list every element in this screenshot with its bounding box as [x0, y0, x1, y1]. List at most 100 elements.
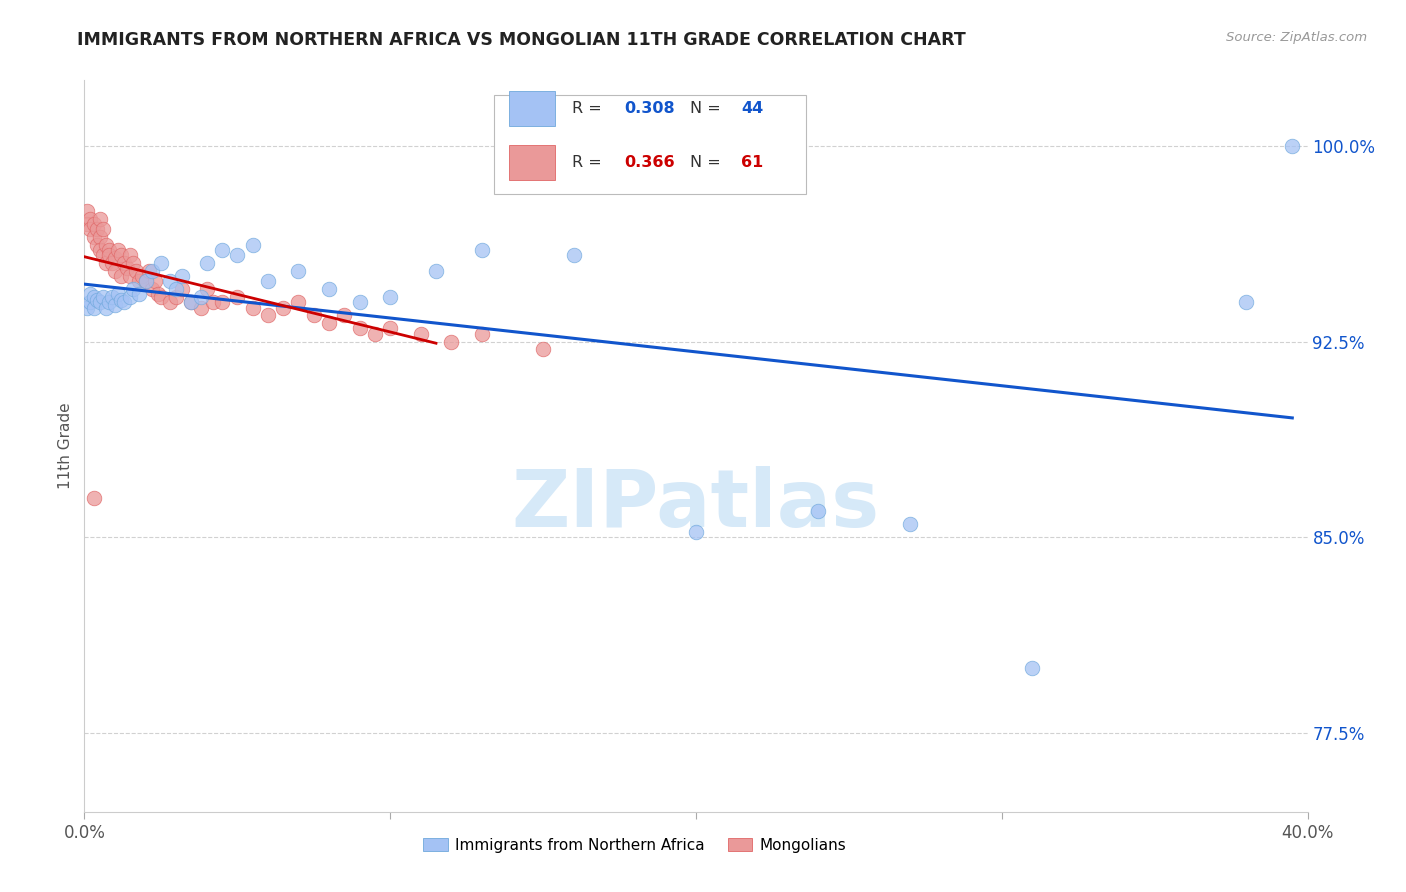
Point — [159, 295, 181, 310]
Point — [104, 298, 127, 312]
Point — [149, 256, 172, 270]
Point — [562, 248, 585, 262]
Point — [97, 243, 120, 257]
Point — [110, 293, 132, 307]
Point — [122, 282, 145, 296]
Point — [333, 309, 356, 323]
Point — [1021, 661, 1043, 675]
Point — [242, 301, 264, 315]
Point — [135, 274, 157, 288]
Point — [471, 243, 494, 257]
Point — [91, 290, 114, 304]
Point — [242, 237, 264, 252]
Point — [149, 290, 172, 304]
Point — [125, 264, 148, 278]
Point — [211, 243, 233, 257]
Point — [318, 282, 340, 296]
Point — [104, 264, 127, 278]
Point — [287, 264, 309, 278]
Point — [380, 290, 402, 304]
Point — [302, 309, 325, 323]
FancyBboxPatch shape — [509, 90, 555, 126]
Point — [94, 256, 117, 270]
Point — [120, 290, 142, 304]
Point — [131, 269, 153, 284]
Point — [172, 282, 194, 296]
Point — [440, 334, 463, 349]
Point — [135, 274, 157, 288]
Point — [79, 222, 101, 236]
Point — [83, 491, 105, 506]
Point — [107, 287, 129, 301]
Text: IMMIGRANTS FROM NORTHERN AFRICA VS MONGOLIAN 11TH GRADE CORRELATION CHART: IMMIGRANTS FROM NORTHERN AFRICA VS MONGO… — [77, 31, 966, 49]
Point — [101, 290, 124, 304]
Point — [201, 295, 224, 310]
Text: R =: R = — [572, 155, 607, 170]
Point — [86, 222, 108, 236]
Point — [83, 290, 105, 304]
Point — [83, 301, 105, 315]
Point — [190, 301, 212, 315]
Point — [112, 256, 135, 270]
Point — [180, 295, 202, 310]
Point — [380, 321, 402, 335]
Point — [89, 295, 111, 310]
Point — [89, 230, 111, 244]
FancyBboxPatch shape — [509, 145, 555, 180]
Text: N =: N = — [690, 101, 725, 116]
Point — [97, 248, 120, 262]
Point — [86, 237, 108, 252]
Text: Source: ZipAtlas.com: Source: ZipAtlas.com — [1226, 31, 1367, 45]
Point — [898, 517, 921, 532]
Point — [165, 282, 187, 296]
Point — [257, 274, 280, 288]
Text: N =: N = — [690, 155, 725, 170]
Text: 44: 44 — [741, 101, 763, 116]
Point — [685, 525, 707, 540]
Point — [89, 211, 111, 226]
Point — [94, 301, 117, 315]
Point — [211, 295, 233, 310]
Point — [180, 295, 202, 310]
Point — [349, 295, 371, 310]
Point — [471, 326, 494, 341]
Text: 61: 61 — [741, 155, 763, 170]
Point — [91, 248, 114, 262]
Point — [76, 203, 98, 218]
Point — [257, 309, 280, 323]
Point — [226, 290, 249, 304]
Point — [287, 295, 309, 310]
Point — [107, 243, 129, 257]
Point — [146, 287, 169, 301]
Point — [110, 269, 132, 284]
Point — [141, 282, 163, 296]
Point — [122, 256, 145, 270]
Point — [83, 217, 105, 231]
Point — [1281, 138, 1303, 153]
Point — [86, 293, 108, 307]
Point — [79, 211, 101, 226]
Point — [807, 504, 830, 518]
Point — [104, 251, 127, 265]
Point — [172, 269, 194, 284]
Point — [318, 316, 340, 330]
Point — [195, 256, 218, 270]
Point — [128, 287, 150, 301]
Text: ZIPatlas: ZIPatlas — [512, 466, 880, 543]
Point — [195, 282, 218, 296]
Point — [409, 326, 432, 341]
Point — [226, 248, 249, 262]
Point — [115, 261, 138, 276]
Y-axis label: 11th Grade: 11th Grade — [58, 402, 73, 490]
Point — [349, 321, 371, 335]
Point — [97, 295, 120, 310]
Point — [138, 264, 160, 278]
Text: R =: R = — [572, 101, 607, 116]
Point — [425, 264, 447, 278]
Point — [91, 222, 114, 236]
Point — [94, 237, 117, 252]
Point — [101, 256, 124, 270]
Point — [110, 248, 132, 262]
Point — [141, 264, 163, 278]
Point — [531, 343, 554, 357]
